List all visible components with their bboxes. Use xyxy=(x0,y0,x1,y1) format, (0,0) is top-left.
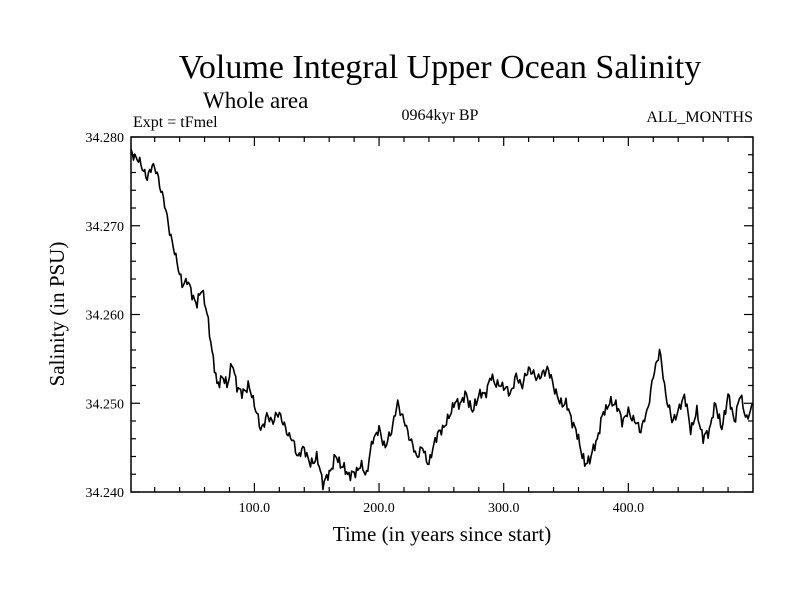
x-tick-label: 400.0 xyxy=(613,501,645,516)
y-tick-label: 34.260 xyxy=(86,309,125,324)
x-axis-ticks xyxy=(154,137,729,492)
right-label: ALL_MONTHS xyxy=(646,109,753,126)
x-tick-label: 200.0 xyxy=(363,501,395,516)
center-label: 0964kyr BP xyxy=(402,107,479,124)
y-tick-label: 34.250 xyxy=(86,397,125,412)
chart-subtitle: Whole area xyxy=(203,88,308,113)
y-tick-label: 34.240 xyxy=(86,486,125,501)
salinity-series-line xyxy=(130,148,754,491)
x-axis-label: Time (in years since start) xyxy=(333,522,552,546)
y-axis-ticks xyxy=(131,136,753,493)
chart-title: Volume Integral Upper Ocean Salinity xyxy=(179,49,701,86)
plot-frame xyxy=(130,136,754,493)
expt-label: Expt = tFmel xyxy=(133,114,218,131)
y-axis-tick-labels: 34.240 34.250 34.260 34.270 34.280 xyxy=(86,131,125,501)
y-tick-label: 34.270 xyxy=(86,220,125,235)
x-tick-label: 300.0 xyxy=(488,501,520,516)
y-tick-label: 34.280 xyxy=(86,131,125,146)
x-axis-tick-labels: 100.0 200.0 300.0 400.0 xyxy=(239,501,644,516)
y-axis-label: Salinity (in PSU) xyxy=(45,242,69,387)
x-tick-label: 100.0 xyxy=(239,501,271,516)
